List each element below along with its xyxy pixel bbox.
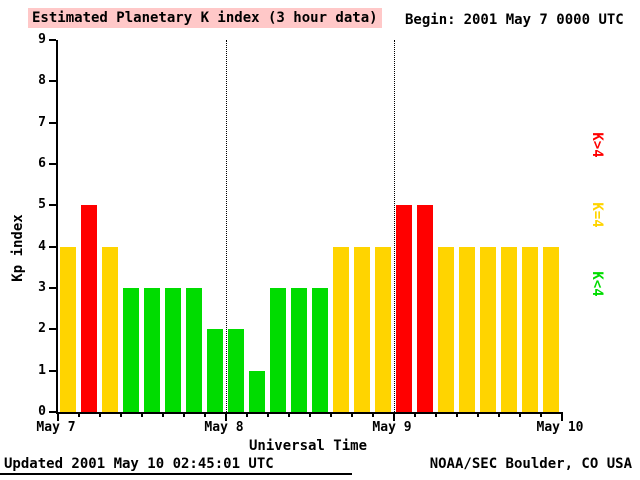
day-boundary-dotted-line [226,40,227,412]
kp-bar [60,246,76,412]
kp-bar [417,205,433,412]
y-tick [49,204,56,207]
y-tick-label: 3 [38,280,46,295]
x-minor-tick [141,412,143,417]
footer-divider [0,473,352,475]
x-axis-title: Universal Time [248,438,368,454]
kp-bar [543,246,559,412]
x-minor-tick [267,412,269,417]
y-tick-label: 6 [38,156,46,171]
x-minor-tick [351,412,353,417]
x-major-tick [225,412,227,421]
legend-item: K=4 [589,202,605,228]
x-minor-tick [309,412,311,417]
kp-bar [312,288,328,412]
y-tick-label: 0 [38,404,46,419]
x-minor-tick [204,412,206,417]
kp-bar [480,246,496,412]
y-tick [49,80,56,83]
y-tick [49,411,56,413]
source-credit: NOAA/SEC Boulder, CO USA [429,456,632,472]
x-major-tick [57,412,59,421]
kp-bar [165,288,181,412]
begin-value: 2001 May 7 0000 UTC [463,12,624,28]
x-minor-tick [519,412,521,417]
x-tick-label: May 10 [536,420,584,435]
kp-bar [501,246,517,412]
kp-bar [102,246,118,412]
x-minor-tick [246,412,248,417]
kp-bar [207,329,223,412]
x-minor-tick [330,412,332,417]
plot-area: 0 1 2 3 4 5 6 7 8 9 [38,32,563,421]
y-tick [49,163,56,165]
x-major-tick [393,412,395,421]
kp-bar [291,288,307,412]
x-minor-tick [78,412,80,417]
y-tick [49,328,56,331]
y-tick [49,121,56,124]
x-major-tick [561,412,563,421]
y-tick [49,245,56,248]
x-minor-tick [498,412,500,417]
x-minor-tick [288,412,290,417]
x-minor-tick [477,412,479,417]
kp-bar [459,246,475,412]
y-tick-label: 5 [38,197,46,213]
kp-bar [249,370,265,412]
y-tick-label: 1 [38,362,46,378]
x-minor-tick [99,412,101,417]
kp-bar [333,246,349,412]
kp-bar [123,288,139,412]
begin-time: Begin: 2001 May 7 0000 UTC [405,12,624,28]
y-tick-label: 2 [38,321,46,337]
y-tick [49,369,56,372]
kp-bar [228,329,244,412]
x-tick-label: May 8 [204,420,244,435]
kp-bar [81,205,97,412]
x-minor-tick [372,412,374,417]
begin-label: Begin: [405,12,456,28]
x-minor-tick [120,412,122,417]
x-minor-tick [456,412,458,417]
updated-timestamp: Updated 2001 May 10 02:45:01 UTC [4,456,274,472]
kp-bar [354,246,370,412]
x-tick-label: May 9 [372,420,412,435]
x-minor-tick [162,412,164,417]
x-minor-tick [183,412,185,417]
kp-bar [144,288,160,412]
kp-bar [270,288,286,412]
y-tick-label: 7 [38,114,46,130]
chart-title: Estimated Planetary K index (3 hour data… [28,8,382,28]
y-tick [49,39,56,41]
kp-bar [396,205,412,412]
kp-bar [438,246,454,412]
day-boundary-dotted-line [394,40,395,412]
x-minor-tick [414,412,416,417]
x-minor-tick [540,412,542,417]
y-tick-label: 8 [38,73,46,89]
y-tick [49,287,56,289]
y-tick-label: 9 [38,32,46,47]
y-tick-label: 4 [38,238,46,254]
kp-bar [186,288,202,412]
x-minor-tick [435,412,437,417]
legend-item: K>4 [589,132,605,158]
x-tick-label: May 7 [36,420,76,435]
kp-bar [522,246,538,412]
kp-bar [375,246,391,412]
legend-item: K<4 [589,271,605,297]
